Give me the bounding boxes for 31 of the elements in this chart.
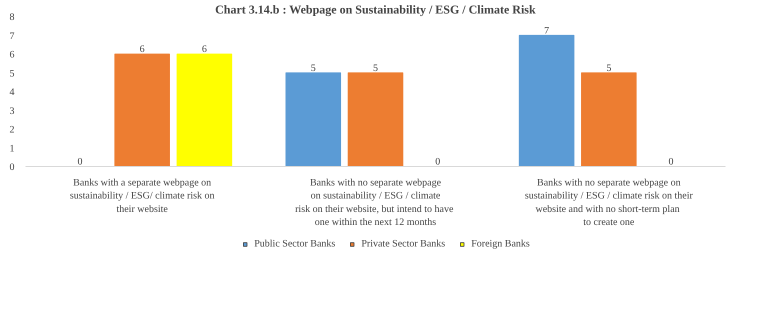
y-tick-label: 1 [10, 143, 14, 154]
y-tick-label: 3 [10, 106, 14, 117]
bar [518, 34, 574, 166]
bar [176, 54, 232, 166]
legend-label: Private Sector Banks [361, 238, 446, 250]
y-tick-label: 0 [10, 162, 14, 173]
legend-label: Foreign Banks [471, 238, 530, 250]
data-label: 5 [606, 62, 612, 74]
data-label: 6 [140, 44, 145, 55]
data-label: 0 [435, 156, 440, 168]
y-tick-label: 2 [10, 124, 14, 136]
y-tick-label: 8 [10, 12, 14, 23]
bar [114, 54, 170, 166]
y-tick-label: 5 [10, 68, 14, 80]
y-tick-label: 4 [10, 87, 14, 98]
data-label: 6 [202, 44, 207, 55]
bar [348, 72, 404, 166]
y-tick-label: 6 [10, 50, 14, 60]
bar [286, 72, 342, 166]
chart-title: Chart 3.14.b : Webpage on Sustainability / ESG / Climate Risk [215, 2, 536, 16]
bar [581, 72, 637, 166]
data-label: 5 [310, 62, 316, 74]
data-label: 7 [544, 25, 550, 36]
x-tick-label: Banks with no separate webpage on sustainability / ESG / climate risk on their website, but intend to have one within the next 12 months [295, 178, 454, 228]
legend-label: Public Sector Banks [254, 238, 336, 250]
data-label: 0 [77, 156, 82, 168]
data-label: 5 [373, 62, 378, 74]
data-label: 0 [668, 156, 674, 168]
x-tick-label: Banks with no separate webpage on sustainability / ESG / climate risk on their website and with no short-term plan to create one [524, 178, 694, 228]
y-tick-label: 7 [10, 30, 14, 42]
x-tick-label: Banks with a separate webpage on sustainability / ESG/ climate risk on their website [70, 178, 215, 215]
